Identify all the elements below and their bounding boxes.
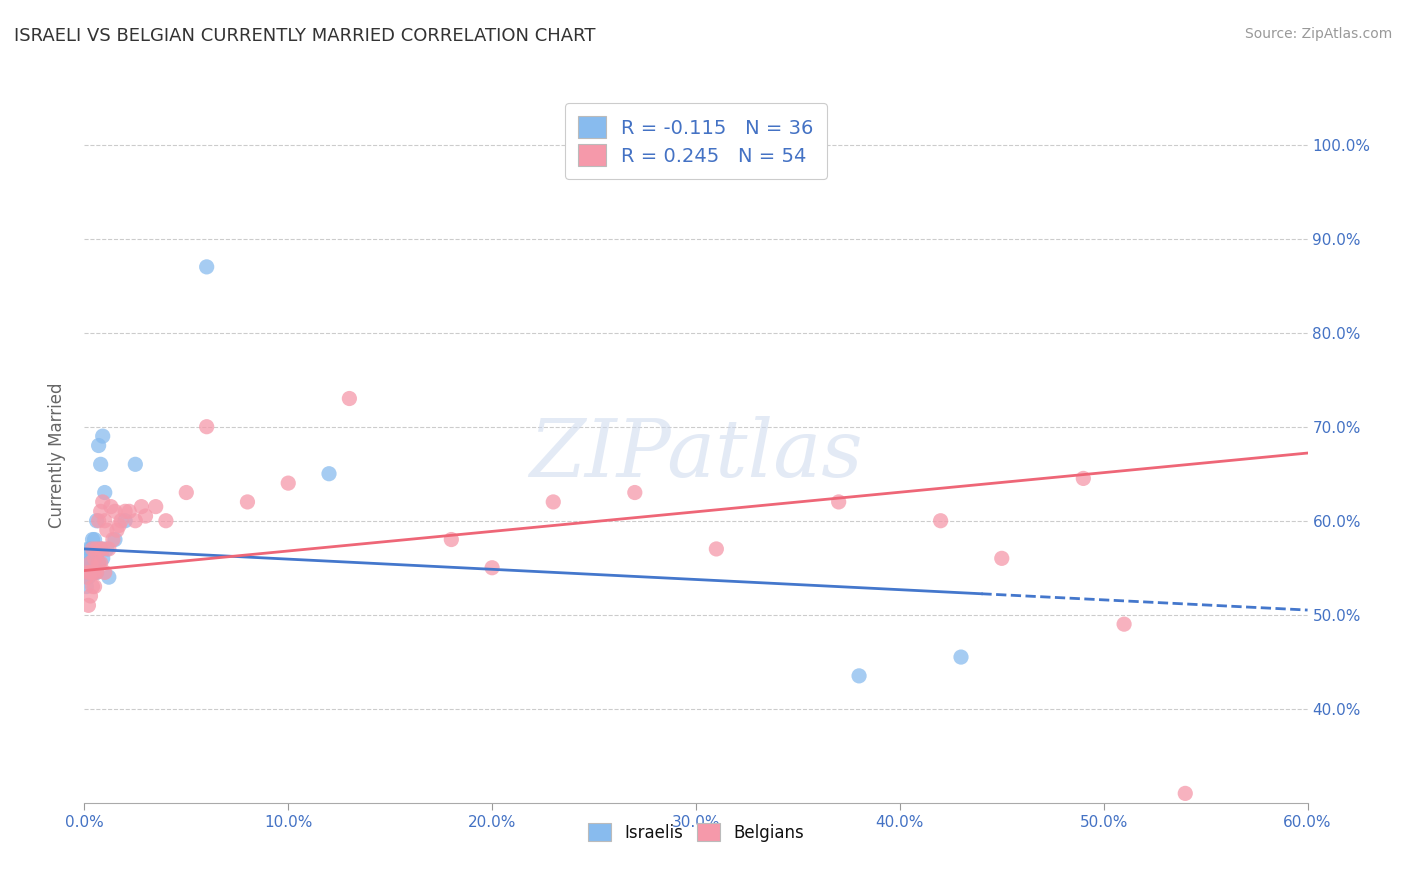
Point — [108, 518, 131, 533]
Point — [91, 495, 114, 509]
Point — [118, 504, 141, 518]
Point — [90, 458, 112, 472]
Point — [174, 485, 197, 500]
Point — [82, 551, 104, 566]
Point — [1114, 617, 1136, 632]
Point — [91, 551, 114, 566]
Point — [135, 509, 157, 524]
Point — [101, 533, 124, 547]
Point — [96, 541, 118, 556]
Point — [277, 476, 299, 491]
Point — [79, 566, 101, 580]
Point — [83, 556, 105, 570]
Point — [79, 551, 101, 566]
Point — [75, 566, 97, 580]
Point — [93, 485, 115, 500]
Point — [1174, 786, 1197, 800]
Point — [90, 556, 112, 570]
Point — [195, 260, 218, 274]
Point — [86, 566, 108, 580]
Point — [93, 514, 115, 528]
Point — [624, 485, 647, 500]
Point — [82, 533, 104, 547]
Point — [87, 514, 110, 528]
Point — [77, 570, 100, 584]
Point — [339, 392, 361, 406]
Point — [90, 541, 112, 556]
Point — [991, 551, 1014, 566]
Point — [82, 580, 104, 594]
Point — [86, 551, 108, 566]
Point — [706, 541, 728, 556]
Point — [90, 504, 112, 518]
Point — [950, 650, 973, 665]
Point — [87, 556, 110, 570]
Point — [79, 566, 101, 580]
Point — [96, 523, 118, 537]
Point — [86, 514, 108, 528]
Point — [87, 438, 110, 452]
Point — [77, 599, 100, 613]
Point — [83, 533, 105, 547]
Point — [91, 429, 114, 443]
Point — [75, 570, 97, 584]
Y-axis label: Currently Married: Currently Married — [48, 382, 66, 528]
Point — [77, 556, 100, 570]
Point — [79, 541, 101, 556]
Point — [87, 556, 110, 570]
Point — [83, 566, 105, 580]
Point — [929, 514, 952, 528]
Point — [83, 580, 105, 594]
Point — [82, 566, 104, 580]
Point — [83, 566, 105, 580]
Point — [481, 560, 503, 574]
Point — [77, 566, 100, 580]
Point — [97, 570, 120, 584]
Point — [82, 566, 104, 580]
Point — [1073, 471, 1095, 485]
Point — [195, 419, 218, 434]
Point — [97, 541, 120, 556]
Point — [93, 566, 115, 580]
Point — [236, 495, 259, 509]
Point — [131, 500, 153, 514]
Legend: Israelis, Belgians: Israelis, Belgians — [579, 814, 813, 850]
Point — [86, 541, 108, 556]
Point — [82, 541, 104, 556]
Point — [104, 504, 127, 518]
Point — [91, 541, 114, 556]
Text: ISRAELI VS BELGIAN CURRENTLY MARRIED CORRELATION CHART: ISRAELI VS BELGIAN CURRENTLY MARRIED COR… — [14, 27, 596, 45]
Point — [114, 504, 136, 518]
Point — [124, 458, 146, 472]
Point — [105, 523, 128, 537]
Point — [110, 514, 132, 528]
Point — [90, 541, 112, 556]
Point — [124, 514, 146, 528]
Point — [79, 556, 101, 570]
Point — [440, 533, 463, 547]
Point — [104, 533, 127, 547]
Point — [318, 467, 340, 481]
Text: ZIPatlas: ZIPatlas — [529, 417, 863, 493]
Point — [86, 566, 108, 580]
Point — [155, 514, 177, 528]
Point — [114, 514, 136, 528]
Point — [75, 580, 97, 594]
Point — [79, 589, 101, 603]
Point — [82, 556, 104, 570]
Point — [77, 541, 100, 556]
Point — [848, 669, 870, 683]
Point — [100, 500, 122, 514]
Point — [83, 551, 105, 566]
Text: Source: ZipAtlas.com: Source: ZipAtlas.com — [1244, 27, 1392, 41]
Point — [77, 551, 100, 566]
Point — [543, 495, 565, 509]
Point — [79, 556, 101, 570]
Point — [145, 500, 167, 514]
Point — [828, 495, 851, 509]
